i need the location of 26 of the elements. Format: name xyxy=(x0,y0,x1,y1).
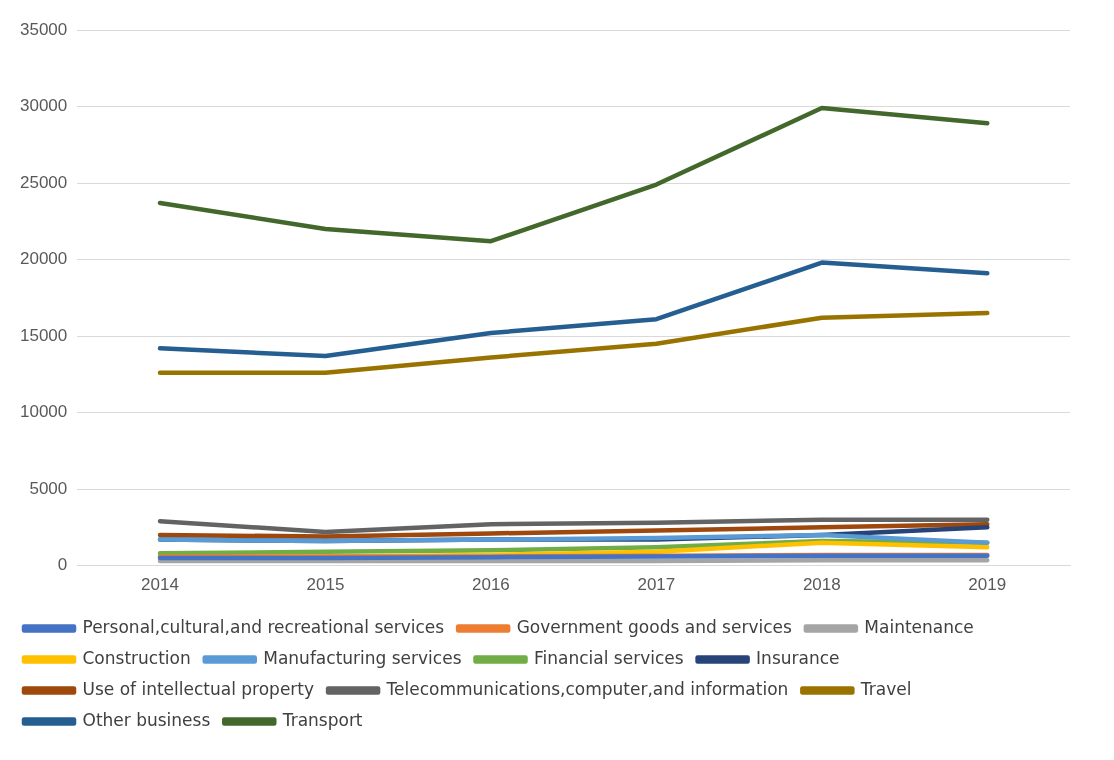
y-tick-label: 30000 xyxy=(19,96,68,116)
x-tick-label: 2019 xyxy=(968,575,1007,595)
x-tick-label: 2017 xyxy=(637,575,676,595)
x-tick-label: 2014 xyxy=(141,575,179,595)
x-tick-label: 2018 xyxy=(802,575,841,595)
legend-label: Personal,cultural,and recreational services xyxy=(82,616,445,637)
y-tick-label: 10000 xyxy=(19,402,68,422)
legend-label: Manufacturing services xyxy=(263,647,462,668)
legend-label: Insurance xyxy=(756,647,840,668)
legend-label: Use of intellectual property xyxy=(82,678,315,699)
legend-label: Maintenance xyxy=(864,616,974,637)
x-tick-label: 2016 xyxy=(472,575,510,595)
legend-label: Travel xyxy=(859,678,912,699)
legend-label: Transport xyxy=(281,709,363,730)
y-tick-label: 35000 xyxy=(19,19,68,39)
legend-label: Other business xyxy=(82,709,211,730)
legend-label: Government goods and services xyxy=(516,616,792,637)
legend-label: Construction xyxy=(82,647,191,668)
x-tick-label: 2015 xyxy=(306,575,345,595)
y-tick-label: 5000 xyxy=(29,478,68,498)
y-tick-label: 25000 xyxy=(19,172,68,192)
legend-label: Telecommunications,computer,and information xyxy=(385,678,789,699)
y-tick-label: 15000 xyxy=(19,325,68,345)
y-tick-label: 0 xyxy=(57,555,68,575)
y-tick-label: 20000 xyxy=(19,249,68,269)
legend-label: Financial services xyxy=(534,647,684,668)
